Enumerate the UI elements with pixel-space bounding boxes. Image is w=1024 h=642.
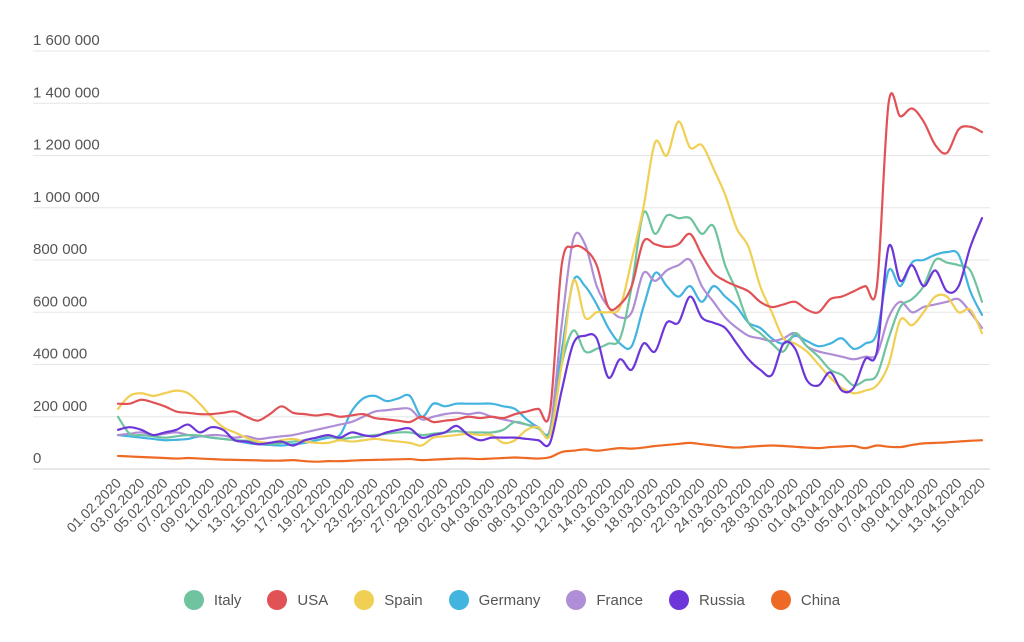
series-line-china <box>116 439 984 463</box>
legend-item-russia[interactable]: Russia <box>669 590 745 610</box>
y-tick-label: 400 000 <box>33 346 87 363</box>
series-line-russia <box>116 217 984 448</box>
y-axis-ticks: 0 200 000 400 000 600 000 800 000 1 000 000 1 … <box>33 32 100 467</box>
y-tick-label: 0 <box>33 450 41 467</box>
y-tick-label: 800 000 <box>33 241 87 258</box>
x-axis-ticks: 01.02.202003.02.202005.02.202007.02.2020… <box>63 475 988 536</box>
legend-swatch <box>354 590 375 610</box>
y-tick-label: 1 600 000 <box>33 32 100 49</box>
legend-item-germany[interactable]: Germany <box>448 590 541 610</box>
legend-label: Spain <box>384 591 423 609</box>
y-tick-label: 1 000 000 <box>33 189 100 206</box>
legend-item-china[interactable]: China <box>770 590 841 610</box>
legend-swatch <box>448 590 469 610</box>
y-tick-label: 200 000 <box>33 398 87 415</box>
legend-label: Russia <box>699 591 745 609</box>
legend-item-italy[interactable]: Italy <box>183 590 242 610</box>
series-lines <box>116 92 984 463</box>
legend-label: Italy <box>213 591 242 609</box>
y-tick-label: 600 000 <box>33 293 87 310</box>
legend-label: USA <box>297 591 329 609</box>
legend-swatch <box>183 590 204 610</box>
legend: Italy USA Spain Germany France Russia China <box>0 586 1024 614</box>
legend-swatch <box>566 590 587 610</box>
series-line-usa <box>116 92 984 424</box>
series-line-spain <box>116 120 984 447</box>
legend-label: China <box>800 591 841 609</box>
legend-swatch <box>770 590 791 610</box>
legend-swatch <box>267 590 288 610</box>
legend-swatch <box>669 590 690 610</box>
grid-lines <box>33 50 990 470</box>
legend-item-spain[interactable]: Spain <box>354 590 423 610</box>
y-tick-label: 1 200 000 <box>33 137 100 154</box>
legend-label: Germany <box>478 591 541 609</box>
legend-label: France <box>596 591 644 609</box>
legend-item-usa[interactable]: USA <box>267 590 328 610</box>
y-tick-label: 1 400 000 <box>33 84 100 101</box>
legend-item-france[interactable]: France <box>566 590 643 610</box>
